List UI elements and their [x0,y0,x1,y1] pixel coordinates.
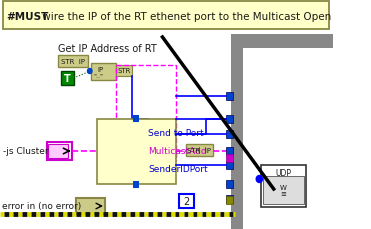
FancyBboxPatch shape [186,144,213,156]
FancyBboxPatch shape [49,144,68,158]
FancyBboxPatch shape [180,194,194,208]
Text: error in (no error): error in (no error) [2,202,81,211]
FancyBboxPatch shape [3,2,329,30]
FancyBboxPatch shape [133,181,139,188]
FancyBboxPatch shape [76,198,105,214]
FancyBboxPatch shape [133,115,139,123]
Text: "..": ".." [94,73,104,78]
Text: Send to Port: Send to Port [148,129,204,138]
FancyBboxPatch shape [47,142,72,160]
Text: -js Cluster: -js Cluster [3,147,48,156]
FancyBboxPatch shape [263,176,304,204]
FancyBboxPatch shape [231,35,333,49]
Text: 2: 2 [184,196,190,206]
Text: STR  IP: STR IP [61,59,85,65]
Text: MulticastAdd: MulticastAdd [148,147,207,156]
FancyBboxPatch shape [97,120,176,184]
FancyBboxPatch shape [226,131,233,138]
FancyBboxPatch shape [231,35,243,229]
Text: #MUST: #MUST [6,12,49,22]
FancyBboxPatch shape [226,154,233,162]
FancyBboxPatch shape [116,66,132,77]
Circle shape [256,176,263,183]
FancyBboxPatch shape [91,64,116,81]
FancyBboxPatch shape [226,161,233,169]
FancyBboxPatch shape [226,93,233,101]
FancyBboxPatch shape [226,147,233,155]
FancyBboxPatch shape [226,196,233,204]
FancyBboxPatch shape [261,165,306,207]
Text: UDP: UDP [276,168,292,177]
Text: Get IP Address of RT: Get IP Address of RT [58,44,157,54]
FancyBboxPatch shape [226,115,233,123]
FancyBboxPatch shape [226,180,233,188]
Text: wire the IP of the RT ethenet port to the Multicast Open: wire the IP of the RT ethenet port to th… [39,12,331,22]
Text: T: T [64,74,71,84]
FancyBboxPatch shape [61,72,73,86]
FancyBboxPatch shape [58,56,88,68]
Text: W
≡: W ≡ [280,184,287,197]
Text: STR: STR [117,68,131,74]
Circle shape [88,69,92,74]
Text: SenderIDPort: SenderIDPort [148,164,208,173]
Text: IP: IP [97,67,103,73]
FancyBboxPatch shape [226,195,233,203]
Text: STR  IP: STR IP [187,147,211,153]
